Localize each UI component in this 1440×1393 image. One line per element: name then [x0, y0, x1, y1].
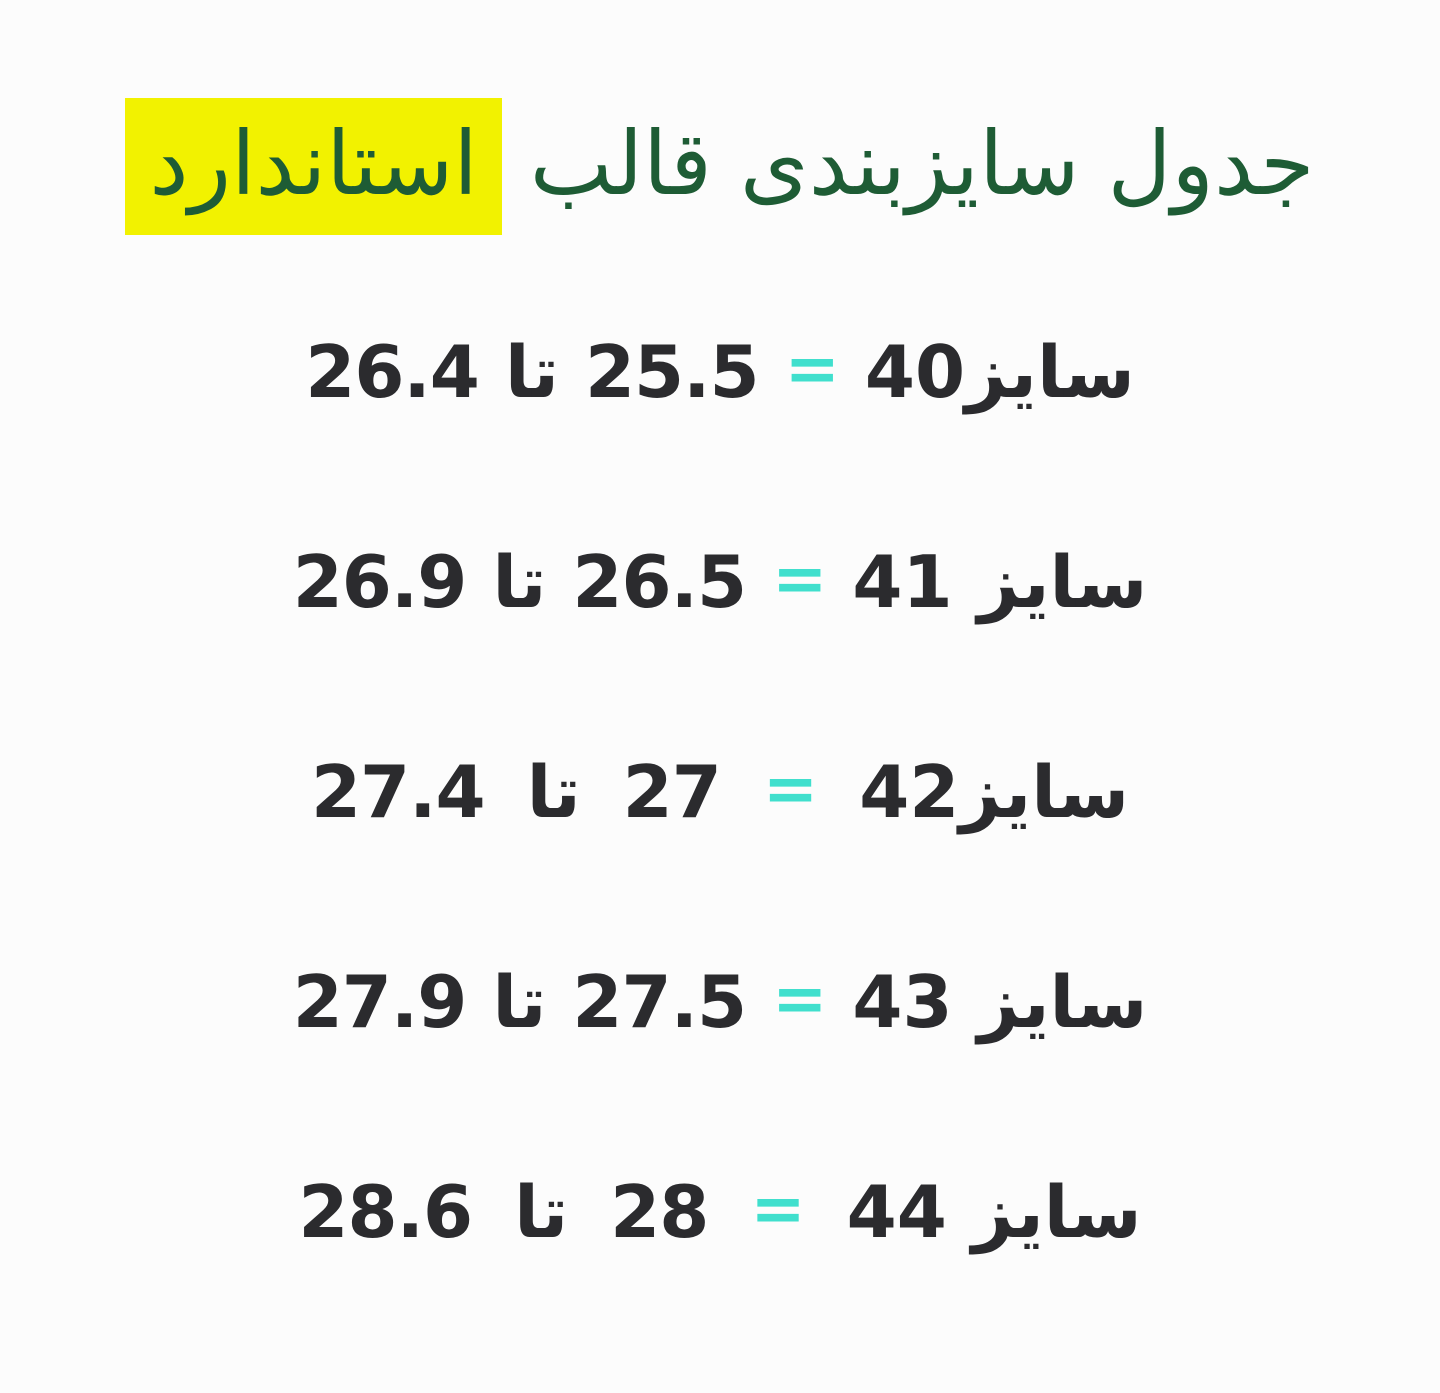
- to-value: 28.6: [298, 1170, 473, 1254]
- equals-sign: =: [750, 1169, 805, 1247]
- size-label: سایز 43: [852, 960, 1148, 1044]
- equals-sign: =: [762, 749, 818, 827]
- size-row: سایز40 = 25.5 تا 26.4: [0, 267, 1440, 477]
- to-word: تا: [492, 960, 547, 1044]
- size-row: سایز42 = 27 تا 27.4: [0, 687, 1440, 897]
- from-value: 27.5: [572, 960, 747, 1044]
- size-label: سایز40: [864, 330, 1136, 414]
- equals-sign: =: [772, 539, 827, 617]
- size-table: سایز40 = 25.5 تا 26.4 سایز 41 = 26.5 تا …: [0, 267, 1440, 1317]
- to-value: 27.9: [292, 960, 468, 1044]
- to-value: 26.4: [305, 330, 480, 414]
- size-row: سایز 41 = 26.5 تا 26.9: [0, 477, 1440, 687]
- title-highlighted-word: استاندارد: [125, 98, 502, 235]
- to-word: تا: [514, 1170, 569, 1254]
- size-label: سایز42: [859, 750, 1130, 834]
- to-word: تا: [526, 750, 582, 834]
- to-word: تا: [492, 540, 547, 624]
- size-label: سایز 44: [846, 1170, 1143, 1254]
- to-value: 26.9: [292, 540, 468, 624]
- size-label: سایز 41: [852, 540, 1148, 624]
- size-row: سایز 44 = 28 تا 28.6: [0, 1107, 1440, 1317]
- to-value: 27.4: [310, 750, 486, 834]
- size-row: سایز 43 = 27.5 تا 27.9: [0, 897, 1440, 1107]
- from-value: 25.5: [584, 330, 760, 414]
- equals-sign: =: [772, 959, 827, 1037]
- page-title: جدول سایزبندی قالب استاندارد: [0, 88, 1440, 239]
- to-word: تا: [504, 330, 560, 414]
- from-value: 27: [622, 750, 722, 834]
- equals-sign: =: [784, 329, 840, 407]
- from-value: 26.5: [572, 540, 747, 624]
- title-text: جدول سایزبندی قالب: [529, 112, 1315, 215]
- from-value: 28: [610, 1170, 709, 1254]
